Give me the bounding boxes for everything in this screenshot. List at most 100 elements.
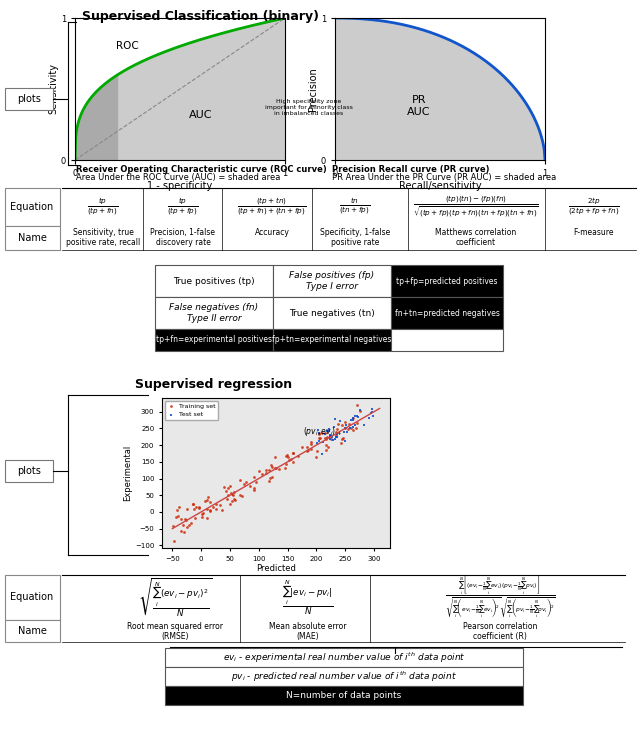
Text: False negatives (fn)
Type II error: False negatives (fn) Type II error bbox=[170, 303, 259, 323]
Test set bbox=[364, 412, 374, 424]
Training set bbox=[261, 467, 271, 479]
Training set bbox=[248, 482, 259, 493]
Y-axis label: Experimental: Experimental bbox=[124, 445, 132, 501]
Training set bbox=[281, 458, 291, 469]
Training set bbox=[205, 504, 215, 516]
Text: Sensitivity, true
positive rate, recall: Sensitivity, true positive rate, recall bbox=[66, 228, 140, 247]
Training set bbox=[216, 504, 227, 515]
Training set bbox=[211, 498, 221, 510]
Training set bbox=[190, 512, 200, 524]
Training set bbox=[181, 515, 191, 526]
Training set bbox=[171, 512, 181, 523]
Test set bbox=[314, 434, 324, 446]
Training set bbox=[344, 418, 354, 430]
Text: Mean absolute error
(MAE): Mean absolute error (MAE) bbox=[269, 622, 347, 642]
Training set bbox=[202, 504, 212, 515]
Training set bbox=[321, 439, 331, 450]
Test set bbox=[367, 403, 377, 415]
Training set bbox=[267, 471, 277, 483]
Training set bbox=[176, 525, 186, 537]
Training set bbox=[333, 418, 343, 430]
Training set bbox=[284, 454, 294, 466]
Training set bbox=[254, 466, 264, 477]
Training set bbox=[227, 488, 237, 499]
Training set bbox=[200, 496, 210, 507]
Test set bbox=[368, 410, 378, 422]
Test set bbox=[350, 420, 360, 431]
Training set bbox=[207, 501, 218, 512]
Training set bbox=[179, 519, 189, 531]
Text: Name: Name bbox=[17, 626, 47, 636]
Training set bbox=[194, 502, 204, 513]
Test set bbox=[319, 429, 330, 440]
Training set bbox=[342, 423, 353, 435]
Test set bbox=[325, 434, 335, 445]
Training set bbox=[307, 438, 317, 450]
Training set bbox=[355, 405, 365, 417]
Text: $(pv_i, ev_i)_+$: $(pv_i, ev_i)_+$ bbox=[303, 425, 342, 438]
Bar bbox=[5, 226, 60, 250]
Training set bbox=[214, 499, 225, 511]
Bar bbox=[155, 329, 273, 351]
Text: plots: plots bbox=[17, 466, 41, 476]
Training set bbox=[316, 428, 326, 439]
Test set bbox=[332, 431, 342, 443]
Training set bbox=[219, 481, 229, 493]
Text: Accuracy: Accuracy bbox=[255, 228, 289, 237]
Bar bbox=[391, 297, 503, 329]
Training set bbox=[281, 450, 291, 461]
Test set bbox=[324, 423, 334, 435]
Y-axis label: Precision: Precision bbox=[308, 67, 318, 111]
Training set bbox=[285, 453, 296, 464]
Test set bbox=[314, 428, 324, 439]
Training set bbox=[306, 442, 316, 454]
Test set bbox=[342, 426, 352, 438]
Text: Equation: Equation bbox=[10, 593, 54, 602]
Training set bbox=[271, 462, 282, 474]
Text: Pearson correlation
coefficient (R): Pearson correlation coefficient (R) bbox=[463, 622, 537, 642]
Training set bbox=[230, 494, 241, 506]
Training set bbox=[274, 464, 284, 475]
Training set bbox=[289, 456, 299, 468]
Test set bbox=[351, 410, 362, 421]
Training set bbox=[282, 450, 292, 461]
Text: Matthews correlation
coefficient: Matthews correlation coefficient bbox=[435, 228, 516, 247]
Training set bbox=[188, 498, 198, 510]
Training set bbox=[211, 503, 221, 515]
Training set bbox=[303, 444, 313, 456]
Training set bbox=[314, 431, 324, 443]
Training set bbox=[264, 475, 275, 487]
Bar bbox=[5, 88, 53, 110]
Test set bbox=[345, 423, 355, 434]
Test set bbox=[322, 426, 332, 437]
Text: True negatives (tn): True negatives (tn) bbox=[289, 309, 375, 318]
Training set bbox=[351, 422, 361, 434]
Text: $\frac{\sum_i^N |ev_i - pv_i|}{N}$: $\frac{\sum_i^N |ev_i - pv_i|}{N}$ bbox=[282, 578, 334, 617]
Text: Precision, 1-false
discovery rate: Precision, 1-false discovery rate bbox=[150, 228, 216, 247]
Bar bbox=[5, 620, 60, 642]
Test set bbox=[330, 433, 340, 445]
Training set bbox=[184, 519, 195, 531]
Training set bbox=[346, 422, 356, 434]
Bar bbox=[165, 667, 523, 686]
Training set bbox=[222, 493, 232, 504]
Test set bbox=[331, 431, 341, 443]
Training set bbox=[197, 508, 207, 520]
Test set bbox=[359, 420, 369, 431]
Training set bbox=[321, 433, 331, 445]
Training set bbox=[287, 447, 298, 458]
Text: plots: plots bbox=[17, 94, 41, 104]
Text: $\frac{\sum_i^N\!\left[(ev_i\!-\!\frac{1}{N}\sum_i^N\!ev_i)(pv_i\!-\!\frac{1}{N}: $\frac{\sum_i^N\!\left[(ev_i\!-\!\frac{1… bbox=[445, 575, 556, 620]
Training set bbox=[332, 426, 342, 438]
Bar bbox=[5, 575, 60, 620]
Test set bbox=[324, 426, 335, 437]
Training set bbox=[261, 464, 271, 476]
Training set bbox=[312, 445, 322, 456]
Text: Name: Name bbox=[17, 233, 47, 243]
Training set bbox=[168, 535, 179, 547]
Text: True positives (tp): True positives (tp) bbox=[173, 277, 255, 285]
X-axis label: 1 - specificity: 1 - specificity bbox=[147, 181, 212, 191]
Training set bbox=[182, 503, 192, 515]
Training set bbox=[348, 412, 358, 423]
Training set bbox=[248, 484, 259, 496]
